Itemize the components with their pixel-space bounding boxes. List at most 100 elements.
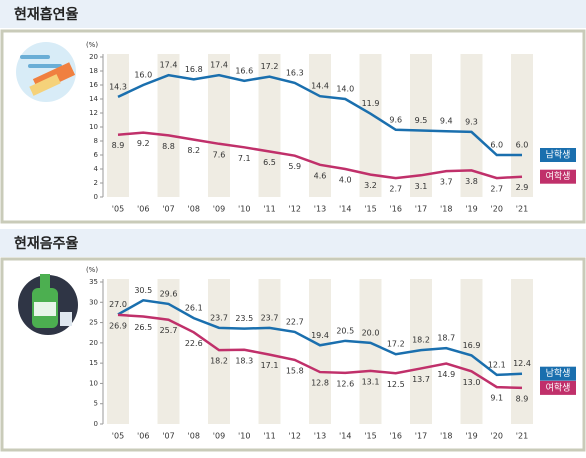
- data-label: 25.7: [160, 326, 178, 335]
- x-tick-label: '12: [289, 205, 301, 214]
- x-tick-label: '05: [112, 205, 124, 214]
- data-label: 20.0: [362, 328, 380, 337]
- data-label: 9.4: [440, 117, 453, 126]
- data-label: 26.5: [134, 323, 152, 332]
- x-tick-label: '07: [162, 432, 174, 441]
- column-band: [460, 279, 483, 424]
- data-label: 6.0: [516, 141, 529, 150]
- series-line: [117, 298, 523, 377]
- cigarette-icon: [16, 42, 76, 102]
- x-tick-label: '14: [339, 432, 351, 441]
- data-label: 16.8: [185, 65, 203, 74]
- y-tick-label: 35: [89, 278, 98, 286]
- data-label: 16.0: [134, 71, 152, 80]
- x-tick-label: '06: [137, 205, 149, 214]
- data-label: 18.2: [412, 336, 430, 345]
- column-band: [511, 54, 533, 197]
- x-tick-label: '14: [339, 205, 351, 214]
- data-label: 12.8: [311, 379, 329, 388]
- x-tick-label: '16: [390, 432, 402, 441]
- data-label: 9.3: [465, 117, 478, 126]
- data-label: 3.8: [465, 177, 478, 186]
- data-label: 8.9: [112, 141, 125, 150]
- data-label: 2.7: [490, 185, 503, 194]
- header-bar: [0, 0, 586, 28]
- legend-label: 여학생: [546, 381, 571, 393]
- data-label: 14.4: [311, 82, 329, 91]
- y-tick-label: 12: [89, 109, 98, 117]
- legend-box: [540, 366, 576, 381]
- legend-label: 남학생: [546, 150, 571, 161]
- y-tick-label: 4: [94, 165, 99, 173]
- data-label: 15.8: [286, 366, 304, 375]
- data-label: 8.9: [516, 394, 529, 403]
- column-band: [460, 54, 483, 197]
- data-label: 9.2: [137, 139, 150, 148]
- x-tick-label: '07: [162, 205, 174, 214]
- x-tick-label: '08: [188, 205, 200, 214]
- data-label: 12.5: [387, 380, 405, 389]
- data-label: 3.1: [415, 182, 428, 191]
- column-band: [258, 54, 281, 197]
- y-tick-label: 15: [89, 359, 98, 367]
- x-tick-label: '19: [465, 205, 477, 214]
- y-tick-label: 20: [89, 53, 98, 61]
- data-label: 26.1: [185, 304, 203, 313]
- data-label: 27.0: [109, 300, 127, 309]
- data-label: 18.2: [210, 357, 228, 366]
- column-band: [410, 279, 432, 424]
- data-label: 18.7: [437, 334, 455, 343]
- data-label: 2.9: [516, 183, 529, 192]
- data-label: 4.6: [314, 171, 327, 180]
- x-tick-label: '17: [415, 432, 427, 441]
- data-label: 7.6: [213, 150, 226, 159]
- y-tick-label: 30: [89, 298, 98, 306]
- series-line: [117, 73, 522, 157]
- column-band: [359, 279, 382, 424]
- data-label: 26.9: [109, 321, 127, 330]
- column-band: [359, 54, 382, 197]
- x-tick-label: '11: [263, 432, 275, 441]
- column-band: [258, 279, 281, 424]
- data-label: 9.1: [490, 394, 503, 403]
- y-tick-label: 0: [94, 193, 98, 201]
- data-label: 16.6: [235, 66, 253, 75]
- y-tick-label: 14: [89, 95, 98, 103]
- data-label: 8.8: [162, 142, 175, 151]
- data-label: 17.2: [261, 62, 279, 71]
- data-label: 29.6: [160, 289, 178, 298]
- y-unit: (%): [86, 41, 98, 49]
- data-label: 6.0: [490, 141, 503, 150]
- y-tick-label: 16: [89, 81, 98, 89]
- x-tick-label: '15: [364, 432, 376, 441]
- y-tick-label: 6: [94, 151, 99, 159]
- series-line: [117, 131, 523, 180]
- y-tick-label: 2: [94, 179, 98, 187]
- data-label: 30.5: [134, 286, 152, 295]
- data-label: 12.1: [488, 360, 506, 369]
- x-tick-label: '11: [263, 205, 275, 214]
- data-label: 13.0: [463, 378, 481, 387]
- data-label: 2.7: [389, 185, 402, 194]
- data-label: 23.5: [235, 314, 253, 323]
- data-label: 17.4: [160, 61, 178, 70]
- data-label: 14.9: [437, 370, 455, 379]
- x-tick-label: '06: [137, 432, 149, 441]
- column-band: [157, 279, 180, 424]
- data-label: 14.0: [336, 85, 354, 94]
- x-tick-label: '08: [188, 432, 200, 441]
- x-tick-label: '10: [238, 432, 250, 441]
- x-tick-label: '21: [516, 432, 528, 441]
- data-label: 7.1: [238, 154, 251, 163]
- column-band: [410, 54, 432, 197]
- x-tick-label: '09: [213, 432, 225, 441]
- y-tick-label: 18: [89, 67, 98, 75]
- y-tick-label: 10: [89, 379, 98, 387]
- column-band: [208, 54, 230, 197]
- data-label: 12.4: [513, 359, 531, 368]
- data-label: 22.6: [185, 339, 203, 348]
- column-band: [107, 54, 129, 197]
- data-label: 17.4: [210, 61, 228, 70]
- y-tick-label: 0: [94, 420, 98, 428]
- x-tick-label: '10: [238, 205, 250, 214]
